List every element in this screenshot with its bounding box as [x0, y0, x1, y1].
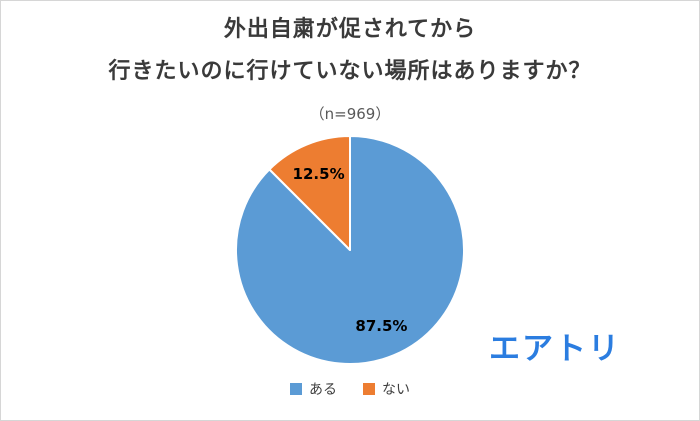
- pie-slice-1: [268, 135, 351, 251]
- chart-legend: ある ない: [1, 379, 699, 399]
- title-block: 外出自粛が促されてから 行きたいのに行けていない場所はありますか？ （n=969…: [1, 1, 699, 124]
- pie-svg: [235, 135, 465, 365]
- legend-item-aru: ある: [290, 379, 337, 399]
- legend-label-aru: ある: [309, 382, 337, 398]
- legend-label-nai: ない: [382, 382, 410, 398]
- pie-chart: 87.5% 12.5%: [230, 130, 470, 370]
- legend-swatch-nai: [363, 383, 375, 395]
- sample-size-label: （n=969）: [309, 105, 391, 123]
- chart-title-line2: 行きたいのに行けていない場所はありますか？: [108, 59, 592, 84]
- legend-item-nai: ない: [363, 379, 410, 399]
- legend-swatch-aru: [290, 383, 302, 395]
- brand-logo: エアトリ: [489, 331, 621, 367]
- pie-slice-0: [235, 135, 465, 365]
- chart-title-line1: 外出自粛が促されてから: [223, 17, 477, 42]
